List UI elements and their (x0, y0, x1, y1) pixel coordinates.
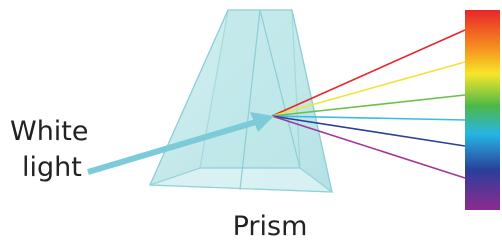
prism-diagram: White light Prism (0, 0, 502, 245)
page: White light Prism (() => { const data = … (0, 0, 502, 245)
spectrum-bar (465, 10, 500, 210)
prism-label: Prism (233, 211, 308, 242)
input-label: light (22, 152, 82, 183)
input-label: White (10, 116, 89, 147)
